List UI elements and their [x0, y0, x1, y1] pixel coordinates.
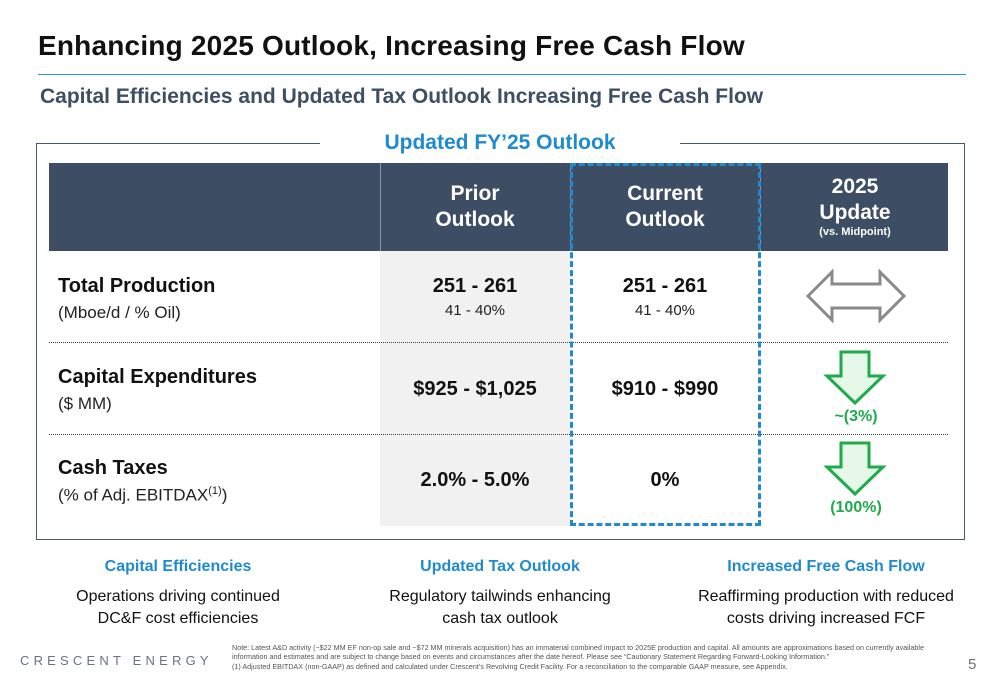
- row-label: Capital Expenditures: [58, 366, 257, 388]
- panel-title: Updated FY’25 Outlook: [320, 128, 680, 158]
- row-cash-taxes-label: Cash Taxes (% of Adj. EBITDAX(1)): [58, 457, 227, 506]
- row-sublabel: (% of Adj. EBITDAX(1)): [58, 485, 227, 506]
- row-total-production-label: Total Production (Mboe/d / % Oil): [58, 275, 215, 323]
- footnote: Note: Latest A&D activity (~$22 MM EF no…: [232, 643, 954, 671]
- prior-value: 2.0% - 5.0%: [420, 469, 530, 491]
- row-divider: [49, 342, 948, 343]
- down-arrow-icon: [823, 441, 887, 497]
- header-current-outlook: Current Outlook: [570, 163, 760, 251]
- prior-value: 251 - 261: [432, 275, 518, 297]
- header-current-label: Current Outlook: [625, 181, 705, 231]
- footnote-marker: (1): [208, 485, 222, 497]
- row-capital-expenditures-current: $910 - $990: [570, 378, 760, 401]
- row-sublabel-text: (% of Adj. EBITDAX: [58, 485, 209, 505]
- row-sublabel-end: ): [221, 485, 228, 505]
- header-prior-outlook: Prior Outlook: [380, 163, 570, 251]
- current-outlook-highlight: [570, 163, 761, 526]
- row-sublabel: ($ MM): [58, 394, 112, 413]
- prior-value: $925 - $1,025: [413, 378, 537, 400]
- title-divider: [38, 74, 966, 75]
- brand-wordmark: CRESCENT ENERGY: [20, 653, 213, 668]
- row-label: Total Production: [58, 275, 216, 297]
- prior-subvalue: 41 - 40%: [444, 302, 506, 319]
- current-value: $910 - $990: [611, 378, 719, 400]
- current-subvalue: 41 - 40%: [634, 302, 696, 319]
- current-value: 0%: [650, 469, 680, 491]
- row-capital-expenditures-prior: $925 - $1,025: [380, 378, 570, 401]
- footer-title-capital-efficiencies: Capital Efficiencies: [104, 558, 252, 575]
- table-header: [49, 163, 948, 251]
- header-update-label: 2025 Update: [819, 174, 891, 225]
- footer-text-increased-fcf: Reaffirming production with reduced cost…: [698, 588, 954, 627]
- capex-change-label: ~(3%): [834, 408, 878, 425]
- page-number: 5: [968, 656, 977, 673]
- footer-text-updated-tax-outlook: Regulatory tailwinds enhancing cash tax …: [389, 588, 611, 627]
- row-divider: [49, 434, 948, 435]
- page-title: Enhancing 2025 Outlook, Increasing Free …: [38, 30, 745, 61]
- row-sublabel: (Mboe/d / % Oil): [58, 303, 181, 322]
- row-label: Cash Taxes: [58, 457, 168, 479]
- double-arrow-icon: [806, 268, 906, 324]
- down-arrow-icon: [823, 350, 887, 406]
- footer-title-increased-fcf: Increased Free Cash Flow: [727, 558, 925, 575]
- cash-taxes-change-label: (100%): [830, 499, 882, 516]
- footer-title-updated-tax-outlook: Updated Tax Outlook: [420, 558, 580, 575]
- row-total-production-prior: 251 - 261 41 - 40%: [380, 275, 570, 319]
- header-2025-update: 2025 Update (vs. Midpoint): [760, 163, 950, 251]
- header-prior-label: Prior Outlook: [435, 181, 515, 231]
- page-subtitle: Capital Efficiencies and Updated Tax Out…: [40, 85, 764, 108]
- footnote-line: (1) Adjusted EBITDAX (non-GAAP) as defin…: [232, 661, 788, 671]
- row-capital-expenditures-label: Capital Expenditures ($ MM): [58, 366, 257, 414]
- row-cash-taxes-prior: 2.0% - 5.0%: [380, 469, 570, 492]
- header-divider: [380, 163, 381, 251]
- prior-column-shade: [380, 251, 570, 526]
- row-cash-taxes-current: 0%: [570, 469, 760, 492]
- header-update-sublabel: (vs. Midpoint): [819, 226, 891, 239]
- current-value: 251 - 261: [622, 275, 708, 297]
- footer-text-capital-efficiencies: Operations driving continued DC&F cost e…: [76, 588, 280, 627]
- row-total-production-current: 251 - 261 41 - 40%: [570, 275, 760, 319]
- footnote-line: Note: Latest A&D activity (~$22 MM EF no…: [232, 643, 924, 662]
